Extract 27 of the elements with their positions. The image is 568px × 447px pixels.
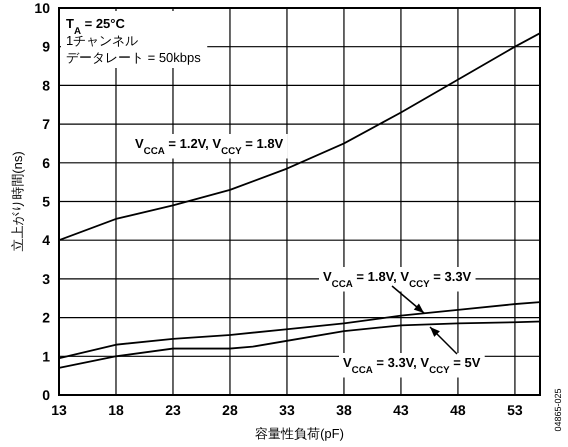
annotation: データレート = 50kbps <box>66 50 202 65</box>
y-tick-label: 0 <box>42 387 50 403</box>
x-tick-label: 18 <box>108 402 124 418</box>
x-tick-label: 23 <box>165 402 181 418</box>
y-tick-label: 10 <box>34 0 50 16</box>
y-tick-label: 3 <box>42 270 50 287</box>
x-tick-label: 28 <box>222 402 238 418</box>
y-tick-label: 6 <box>42 154 50 171</box>
y-tick-label: 2 <box>42 310 50 326</box>
x-axis-title: 容量性負荷(pF) <box>255 426 344 441</box>
x-tick-label: 38 <box>336 402 352 418</box>
x-tick-label: 33 <box>279 402 295 418</box>
y-tick-label: 5 <box>42 194 50 210</box>
x-tick-label: 43 <box>393 402 409 418</box>
series-label: V$_{CCA}$ = 1.2V, V$_{CCY}$ = 1.8V <box>135 136 284 156</box>
series-label: V$_{CCA}$ = 1.8V, V$_{CCY}$ = 3.3V <box>323 269 472 290</box>
y-axis-title: 立上がり時間(ns) <box>10 151 25 252</box>
legend-label: V$_{CCA}$ = 3.3V, V$_{CCY}$ = 5V <box>343 355 481 376</box>
y-tick-label: 8 <box>42 77 50 94</box>
x-tick-label: 53 <box>507 402 523 418</box>
x-tick-label: 13 <box>51 402 67 418</box>
x-tick-label: 48 <box>450 402 466 418</box>
y-tick-label: 1 <box>42 348 50 364</box>
y-tick-label: 9 <box>42 38 50 55</box>
y-tick-label: 4 <box>42 232 50 248</box>
text: 04865-025 <box>553 388 563 432</box>
y-tick-label: 7 <box>42 116 50 132</box>
